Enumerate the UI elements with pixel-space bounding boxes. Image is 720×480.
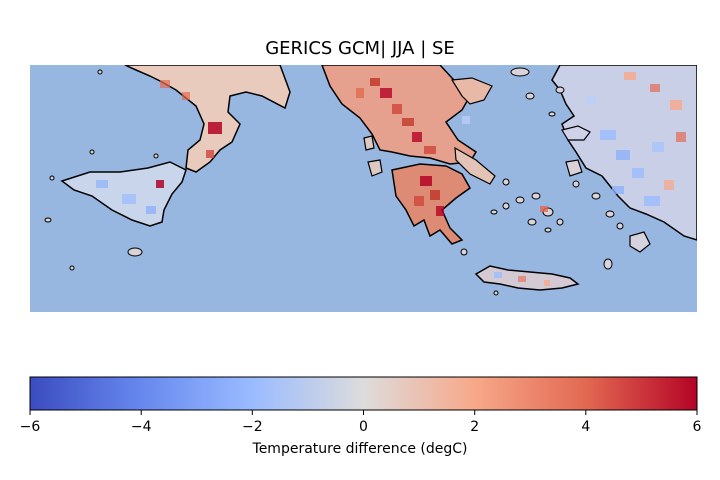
colorbar-tick-label: −2 xyxy=(241,419,263,435)
land-southern-italy xyxy=(124,65,291,173)
land-rhodes xyxy=(629,231,651,253)
colorbar xyxy=(29,376,698,411)
land-evia xyxy=(454,146,496,185)
colorbar-ticks xyxy=(29,410,698,415)
cool-anomaly-texture xyxy=(96,96,664,278)
map-land-layer xyxy=(44,65,697,296)
map-title: GERICS GCM| JJA | SE xyxy=(265,38,455,59)
land-peloponnese xyxy=(391,163,471,245)
colorbar-tick-label: 2 xyxy=(470,419,480,435)
colorbar-tick-label: −4 xyxy=(130,419,152,435)
colorbar-tick-label: 0 xyxy=(359,419,368,435)
colorbar-tick-label: 4 xyxy=(581,419,591,435)
colorbar-tick-label: 6 xyxy=(692,419,702,435)
land-chios xyxy=(565,159,583,177)
land-chalkidiki xyxy=(450,77,493,105)
colorbar-label: Temperature difference (degC) xyxy=(252,441,468,457)
land-lesbos xyxy=(561,125,591,141)
warm-anomaly-texture xyxy=(156,72,686,286)
colorbar-tick-label: −6 xyxy=(19,419,41,435)
land-ionian-islands xyxy=(363,135,383,177)
